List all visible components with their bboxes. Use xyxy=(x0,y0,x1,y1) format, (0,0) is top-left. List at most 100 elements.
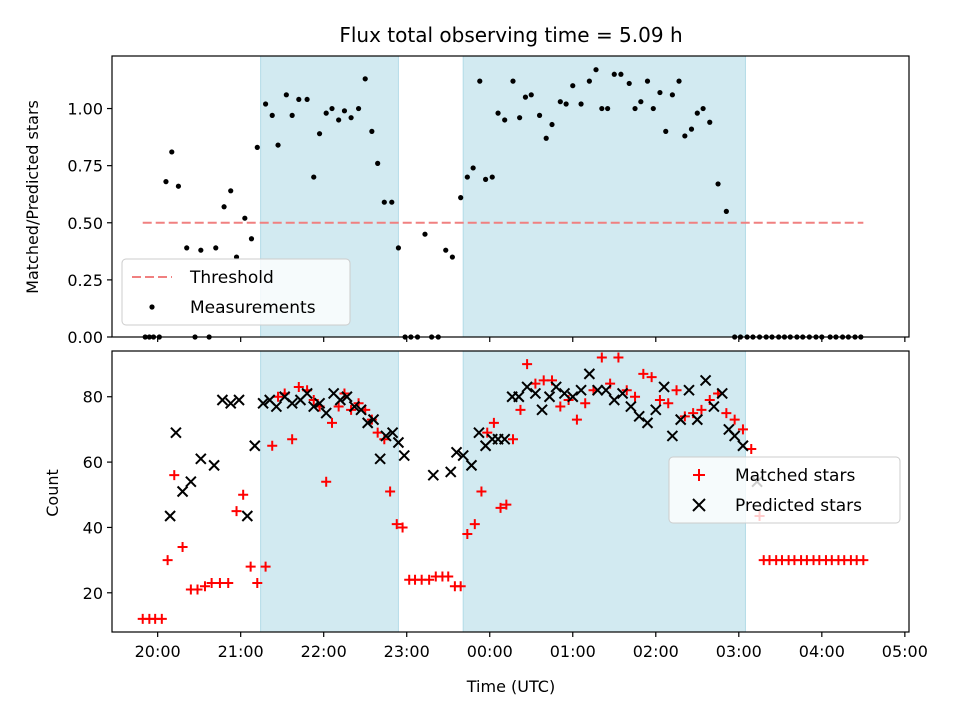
predicted-star-point xyxy=(185,475,197,488)
bottom-panel-series-x xyxy=(164,368,763,522)
measurement-point xyxy=(650,105,656,112)
predicted-star-point xyxy=(465,459,478,472)
predicted-star-point xyxy=(650,404,662,416)
predicted-star-point xyxy=(583,368,596,380)
predicted-star-point xyxy=(445,466,457,478)
x-axis-label: Time (UTC) xyxy=(466,677,555,696)
legend-matched-swatch xyxy=(693,469,705,481)
x-tick-label: 01:00 xyxy=(550,642,596,661)
measurement-point xyxy=(262,101,269,107)
matched-star-point xyxy=(495,502,506,513)
matched-star-point xyxy=(231,506,242,517)
measurement-point xyxy=(502,117,508,123)
measurement-point xyxy=(163,179,169,185)
predicted-star-point xyxy=(164,510,176,522)
top-panel-y-tick-label: 1.00 xyxy=(67,100,103,119)
matched-star-point xyxy=(397,522,408,533)
top-panel-y-tick-label: 0.75 xyxy=(67,157,103,176)
matched-star-point xyxy=(469,519,480,530)
predicted-star-point xyxy=(398,449,410,462)
top-panel-y-tick-label: 0.25 xyxy=(67,271,103,290)
matched-star-point xyxy=(488,417,499,428)
x-tick-label: 21:00 xyxy=(218,642,264,661)
predicted-star-point xyxy=(313,397,326,409)
predicted-star-point xyxy=(176,485,189,498)
predicted-star-point xyxy=(334,394,347,406)
x-tick-label: 23:00 xyxy=(384,642,430,661)
top-panel-legend: Threshold Measurements xyxy=(121,258,351,326)
chart-title: Flux total observing time = 5.09 h xyxy=(339,23,682,47)
measurement-point xyxy=(184,245,190,251)
predicted-star-point xyxy=(716,387,728,400)
matched-star-point xyxy=(169,470,180,481)
measurement-point xyxy=(605,105,611,112)
measurement-point xyxy=(169,149,175,155)
measurement-point xyxy=(676,78,682,84)
measurement-point xyxy=(323,110,329,116)
legend-measurements-label: Measurements xyxy=(190,298,316,318)
measurement-point xyxy=(355,105,362,112)
matched-star-point xyxy=(555,401,566,412)
top-panel-axes-frame xyxy=(111,55,910,338)
matched-star-point xyxy=(238,489,249,500)
legend-predicted-label: Predicted stars xyxy=(735,496,862,516)
matched-star-point xyxy=(385,486,396,497)
measurement-point xyxy=(381,199,387,205)
matched-star-point xyxy=(327,417,338,428)
matched-star-point xyxy=(746,444,757,455)
legend-predicted-swatch xyxy=(692,498,706,512)
measurement-point xyxy=(489,174,495,180)
predicted-star-point xyxy=(473,426,485,439)
measurement-point xyxy=(248,236,255,242)
measurement-point xyxy=(657,89,663,96)
measurement-point xyxy=(464,174,470,180)
matched-star-point xyxy=(287,434,298,445)
matched-star-point xyxy=(663,398,674,409)
matched-star-point xyxy=(482,427,493,438)
bottom-panel-y-tick-label: 40 xyxy=(83,518,103,537)
predicted-star-point xyxy=(550,381,562,393)
measurement-point xyxy=(470,165,476,171)
measurement-point xyxy=(707,119,713,125)
matched-star-point xyxy=(696,404,707,415)
predicted-star-point xyxy=(658,381,670,393)
predicted-star-point xyxy=(341,391,353,403)
matched-star-point xyxy=(192,584,203,595)
measurement-point xyxy=(570,83,576,89)
predicted-star-point xyxy=(208,459,220,472)
measurement-point xyxy=(213,245,219,251)
bottom-panel-legend: Matched stars Predicted stars xyxy=(668,456,901,524)
legend-measurements-swatch xyxy=(149,304,155,310)
predicted-star-point xyxy=(536,404,548,416)
measurement-point xyxy=(482,176,489,182)
matched-star-point xyxy=(646,372,657,383)
bottom-panel-y-tick-label: 80 xyxy=(83,388,103,407)
predicted-star-point xyxy=(708,400,720,413)
predicted-star-point xyxy=(257,397,269,409)
measurement-point xyxy=(443,247,449,253)
predicted-star-point xyxy=(498,433,511,445)
top-panel-shaded-interval-1 xyxy=(462,55,746,338)
measurement-point xyxy=(329,105,335,112)
measurement-point xyxy=(611,71,617,77)
predicted-star-point xyxy=(633,410,645,423)
matched-star-point xyxy=(571,414,582,425)
matched-star-point xyxy=(372,427,383,438)
matched-star-point xyxy=(156,613,167,624)
predicted-star-point xyxy=(521,381,533,393)
matched-star-point xyxy=(199,581,210,592)
predicted-star-point xyxy=(374,453,386,465)
matched-star-point xyxy=(501,499,512,510)
measurement-point xyxy=(723,208,729,214)
predicted-star-point xyxy=(641,417,654,429)
measurement-point xyxy=(632,105,638,112)
measurement-point xyxy=(700,105,706,112)
measurement-point xyxy=(296,96,302,103)
matched-star-point xyxy=(162,555,173,566)
matched-star-point xyxy=(245,561,256,572)
matched-star-point xyxy=(443,571,454,582)
matched-star-point xyxy=(737,424,748,435)
matched-star-point xyxy=(530,378,541,389)
bottom-panel-y-axis-label: Count xyxy=(43,469,62,517)
